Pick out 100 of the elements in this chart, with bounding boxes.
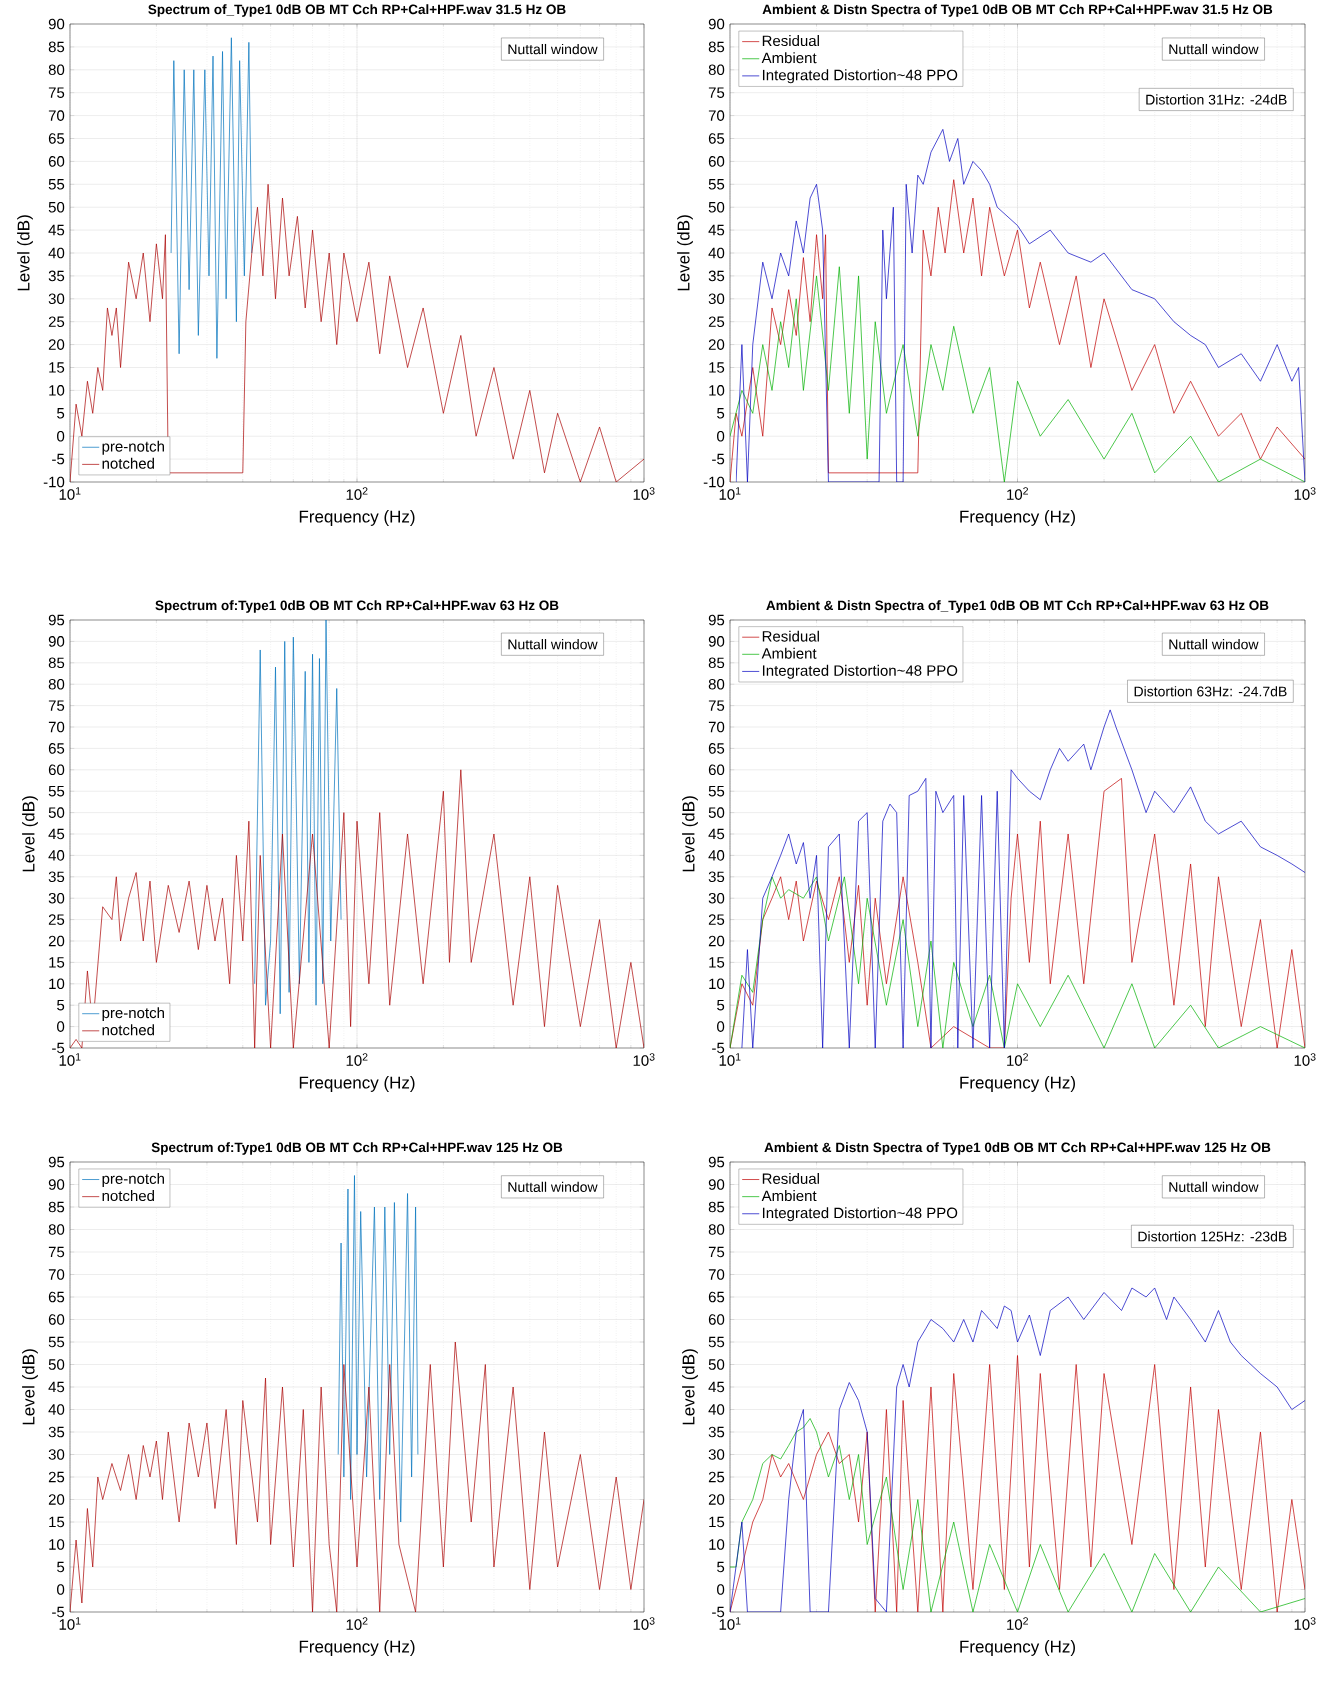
y-tick-label: 5: [717, 1561, 725, 1573]
legend-label: Residual: [762, 630, 819, 642]
y-tick-label: 70: [708, 110, 725, 121]
x-axis-title: Frequency (Hz): [299, 1640, 415, 1656]
y-tick-label: 0: [717, 430, 725, 442]
y-tick-label: 60: [708, 156, 725, 167]
y-tick-label: 45: [48, 828, 65, 840]
y-tick-label: -10: [703, 476, 725, 488]
y-tick-label: 15: [49, 1516, 65, 1528]
annotation: Nuttall window: [1169, 1181, 1259, 1192]
x-tick-label: 10$^{1}$: [59, 487, 81, 500]
y-tick-label: 25: [708, 316, 725, 328]
x-axis-title: Frequency (Hz): [960, 510, 1075, 526]
y-tick-label: 55: [48, 785, 65, 797]
y-tick-label: 15: [709, 1516, 725, 1528]
annotation: Distortion 125Hz: -23dB: [1138, 1231, 1287, 1242]
y-tick-label: 80: [708, 64, 725, 76]
y-tick-label: 45: [708, 224, 725, 236]
y-tick-label: 5: [57, 1561, 65, 1573]
y-tick-label: 20: [48, 935, 65, 947]
y-tick-label: 65: [48, 743, 65, 754]
y-tick-label: 5: [57, 408, 65, 419]
chart-title: Ambient & Distn Spectra of Type1 0dB OB MT Cch RP+Cal+HPF.wav 125 Hz OB: [764, 1142, 1271, 1155]
y-tick-label: 80: [708, 678, 725, 690]
y-tick-label: 70: [48, 1269, 65, 1280]
y-tick-label: 65: [48, 1291, 65, 1303]
x-tick-label: 10$^{1}$: [59, 1053, 81, 1066]
y-tick-label: 75: [708, 87, 725, 98]
y-tick-label: -10: [43, 476, 65, 488]
chart-title: Spectrum of_Type1 0dB OB MT Cch RP+Cal+HPF.wav 31.5 Hz OB: [148, 4, 566, 17]
annotation: Nuttall window: [508, 639, 598, 650]
chart-title: Spectrum of:Type1 0dB OB MT Cch RP+Cal+HPF.wav 125 Hz OB: [151, 1142, 563, 1155]
legend-label: pre-notch: [102, 1172, 164, 1187]
chart-title: Ambient & Distn Spectra of_Type1 0dB OB MT Cch RP+Cal+HPF.wav 63 Hz OB: [766, 600, 1269, 613]
y-tick-label: 30: [48, 1449, 65, 1460]
chart-title: Spectrum of:Type1 0dB OB MT Cch RP+Cal+HPF.wav 63 Hz OB: [155, 600, 559, 613]
y-tick-label: 40: [48, 1404, 65, 1415]
legend-label: Ambient: [761, 52, 817, 64]
y-tick-label: 0: [717, 1584, 725, 1595]
y-tick-label: 60: [48, 764, 65, 776]
x-tick-label: 10$^{2}$: [346, 487, 368, 500]
y-tick-label: 70: [708, 1269, 725, 1280]
y-tick-label: 30: [48, 892, 65, 904]
y-tick-label: 90: [48, 1179, 65, 1190]
y-tick-label: 85: [48, 1201, 65, 1213]
y-tick-label: 40: [708, 247, 725, 259]
y-tick-label: 95: [48, 614, 65, 626]
y-tick-label: 75: [708, 1246, 725, 1258]
x-tick-label: 10$^{1}$: [719, 1617, 741, 1630]
y-tick-label: 60: [708, 764, 725, 776]
y-tick-label: 5: [57, 999, 65, 1011]
y-tick-label: 15: [49, 957, 65, 968]
y-tick-label: 30: [708, 892, 725, 904]
y-tick-label: 95: [708, 1156, 725, 1168]
y-tick-label: 10: [49, 978, 65, 990]
y-tick-label: 50: [708, 807, 725, 818]
y-tick-label: 10: [49, 385, 65, 396]
y-tick-label: 35: [48, 1426, 65, 1438]
y-tick-label: 35: [708, 871, 725, 883]
y-tick-label: 15: [49, 362, 65, 373]
x-tick-label: 10$^{1}$: [719, 487, 741, 500]
y-tick-label: 65: [48, 133, 65, 144]
y-tick-label: -5: [712, 1042, 725, 1054]
legend-label: Ambient: [761, 647, 817, 659]
x-tick-label: 10$^{3}$: [633, 487, 655, 500]
legend-label: Integrated Distortion~48 PPO: [762, 1207, 958, 1222]
legend-label: notched: [102, 1024, 154, 1036]
annotation: Nuttall window: [1169, 43, 1259, 55]
y-axis-title: Level (dB): [17, 215, 33, 291]
y-tick-label: 5: [717, 408, 725, 419]
y-tick-label: -5: [712, 453, 725, 465]
y-axis-title: Level (dB): [677, 215, 693, 291]
y-tick-label: 40: [48, 850, 65, 861]
y-tick-label: 85: [48, 41, 65, 53]
y-tick-label: 55: [708, 785, 725, 797]
y-tick-label: 20: [708, 339, 725, 350]
y-tick-label: 50: [48, 201, 65, 213]
x-tick-label: 10$^{3}$: [1294, 487, 1316, 500]
y-tick-label: 30: [48, 293, 65, 305]
y-tick-label: -5: [52, 453, 65, 465]
legend-label: notched: [102, 1190, 154, 1202]
y-tick-label: 95: [48, 1156, 65, 1168]
y-tick-label: 35: [48, 270, 65, 282]
annotation: Nuttall window: [508, 43, 598, 55]
y-tick-label: 80: [708, 1224, 725, 1235]
y-tick-label: 10: [709, 1539, 725, 1550]
x-tick-label: 10$^{2}$: [1007, 1617, 1028, 1630]
y-tick-label: 50: [48, 1359, 65, 1370]
x-axis-title: Frequency (Hz): [299, 1076, 415, 1092]
y-tick-label: 80: [48, 1224, 65, 1235]
y-tick-label: 55: [708, 179, 725, 190]
y-tick-label: 95: [708, 614, 725, 626]
y-tick-label: 30: [708, 1449, 725, 1460]
x-tick-label: 10$^{3}$: [1294, 1053, 1316, 1066]
y-tick-label: 50: [708, 201, 725, 213]
y-tick-label: 15: [709, 957, 725, 968]
y-tick-label: 20: [48, 339, 65, 350]
y-tick-label: -5: [52, 1042, 65, 1054]
y-tick-label: 85: [708, 657, 725, 669]
x-axis-title: Frequency (Hz): [299, 510, 415, 526]
